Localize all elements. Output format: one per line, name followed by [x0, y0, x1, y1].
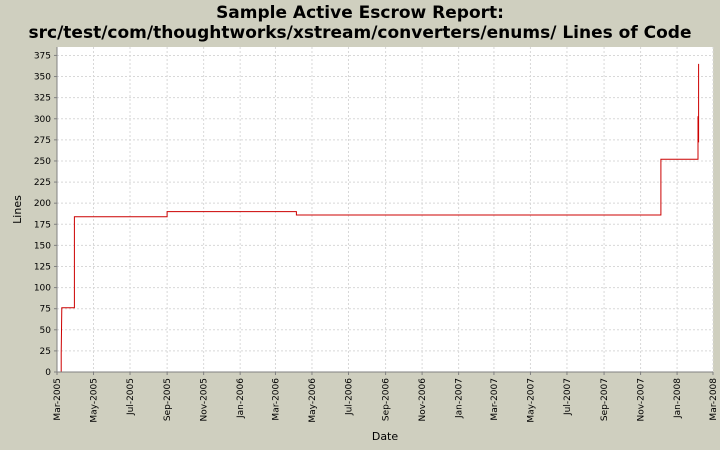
y-tick-label: 225 [34, 178, 51, 188]
y-tick-label: 75 [40, 305, 51, 315]
y-tick-label: 100 [34, 284, 51, 294]
x-tick-label: Mar-2006 [271, 378, 281, 421]
x-tick-label: Jan-2008 [673, 378, 683, 419]
x-tick-label: Sep-2007 [600, 378, 610, 421]
lines-of-code-series [60, 63, 700, 372]
grid-lines [56, 47, 714, 373]
x-tick-label: May-2005 [90, 378, 100, 423]
y-tick-label: 325 [34, 94, 51, 104]
y-tick-label: 250 [34, 157, 51, 167]
y-axis-label: Lines [11, 195, 24, 224]
y-tick-label: 0 [45, 368, 51, 378]
x-tick-label: Sep-2006 [382, 378, 392, 421]
y-tick-label: 300 [34, 115, 51, 125]
y-axis-ticks: 0 25 50 75 100 125 150 175 200 225 250 275 300 325 350… [34, 51, 57, 378]
x-tick-label: May-2007 [526, 378, 536, 423]
chart-subtitle: src/test/com/thoughtworks/xstream/conver… [28, 23, 692, 43]
x-tick-label: Nov-2007 [637, 378, 647, 421]
x-tick-label: Jan-2007 [455, 378, 465, 419]
x-tick-label: Nov-2006 [418, 378, 428, 422]
y-tick-label: 150 [34, 241, 51, 251]
x-tick-label: Mar-2007 [490, 378, 500, 421]
y-tick-label: 350 [34, 73, 51, 83]
y-tick-label: 275 [34, 136, 51, 146]
x-tick-label: Mar-2008 [709, 378, 719, 421]
x-tick-label: Jul-2007 [563, 378, 573, 416]
x-tick-label: Jul-2005 [126, 378, 136, 416]
x-tick-label: Mar-2005 [53, 378, 63, 421]
x-tick-label: May-2006 [308, 378, 318, 423]
y-tick-label: 125 [34, 262, 51, 272]
y-tick-label: 50 [40, 326, 52, 336]
plot-area [57, 47, 713, 372]
x-tick-label: Sep-2005 [163, 378, 173, 421]
x-axis-ticks: Mar-2005 May-2005 Jul-2005 Sep-2005 Nov-2005… [53, 372, 719, 423]
x-tick-label: Nov-2005 [200, 378, 210, 421]
y-tick-label: 375 [34, 51, 51, 61]
x-axis-label: Date [372, 430, 399, 443]
y-tick-label: 175 [34, 220, 51, 230]
x-tick-label: Jul-2006 [344, 378, 354, 416]
chart-title: Sample Active Escrow Report: [216, 3, 504, 23]
y-tick-label: 200 [34, 199, 51, 209]
x-tick-label: Jan-2006 [236, 378, 246, 419]
y-tick-label: 25 [40, 347, 51, 357]
series-layer [60, 63, 700, 372]
